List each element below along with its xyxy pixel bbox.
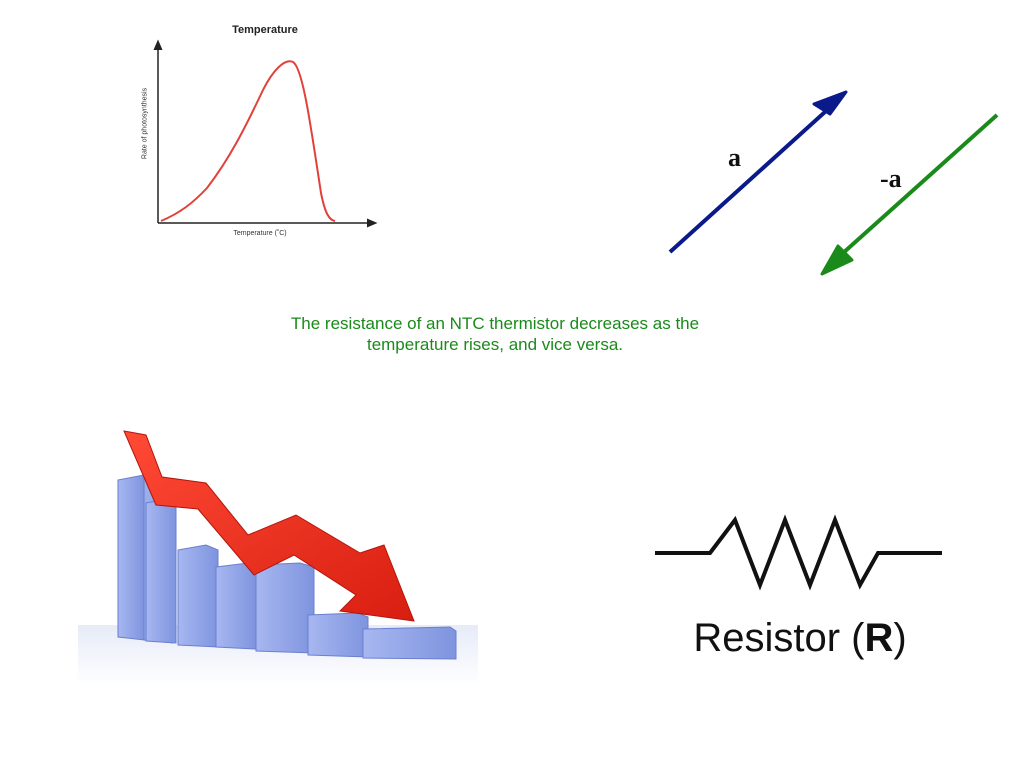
temperature-graph	[153, 39, 378, 228]
vector-a-arrowhead	[812, 90, 848, 116]
decline-arrow	[123, 430, 415, 622]
resistor-label-symbol: R	[864, 616, 894, 660]
graph-x-label: Temperature (˚C)	[233, 230, 287, 237]
resistor-label: Resistor (R)	[650, 616, 950, 661]
declining-bar-chart-image	[78, 430, 478, 685]
caption-text: The resistance of an NTC thermistor decr…	[290, 314, 700, 354]
vector-neg-a-arrow	[831, 113, 999, 264]
resistor-label-suffix: )	[893, 616, 907, 660]
resistor-symbol	[655, 514, 942, 591]
graph-y-label: Rate of photosynthesis	[141, 87, 149, 160]
resistor-label-prefix: Resistor (	[693, 616, 865, 660]
graph-curve	[160, 60, 336, 222]
vector-a-label: a	[728, 143, 741, 172]
vector-neg-a-arrowhead	[820, 244, 854, 276]
decline-bars	[117, 473, 457, 660]
vector-a-arrow	[668, 100, 838, 254]
vector-diagram	[668, 90, 999, 276]
graph-title: Temperature	[232, 24, 298, 36]
resistor-zigzag	[655, 514, 942, 591]
vector-neg-a-label: -a	[880, 164, 902, 193]
